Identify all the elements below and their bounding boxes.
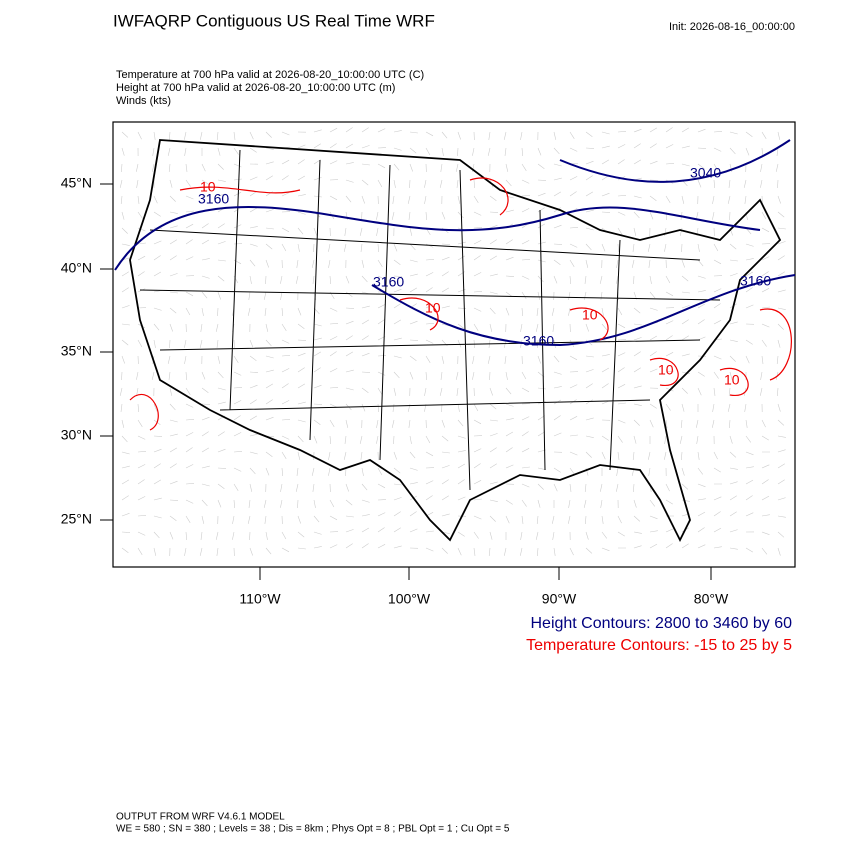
lon-label: 100°W xyxy=(388,591,431,607)
map: 3160 3160 3160 3160 3040 10 10 10 10 10 … xyxy=(61,121,796,607)
height-legend: Height Contours: 2800 to 3460 by 60 xyxy=(530,615,792,632)
init-time: Init: 2026-08-16_00:00:00 xyxy=(669,21,795,33)
temperature-label: 10 xyxy=(425,300,441,316)
lat-label: 40°N xyxy=(61,260,92,276)
lat-label: 35°N xyxy=(61,343,92,359)
temperature-label: 10 xyxy=(724,372,740,388)
lat-label: 25°N xyxy=(61,511,92,527)
field-line: Height at 700 hPa valid at 2026-08-20_10… xyxy=(116,82,395,94)
wind-barb-field xyxy=(119,127,786,557)
wind-barbs xyxy=(119,127,786,557)
lon-label: 110°W xyxy=(239,591,281,607)
footer-settings: WE = 580 ; SN = 380 ; Levels = 38 ; Dis … xyxy=(116,824,510,835)
lat-label: 45°N xyxy=(61,175,92,191)
field-line: Winds (kts) xyxy=(116,95,171,107)
temperature-label: 10 xyxy=(582,307,598,323)
height-label: 3160 xyxy=(740,273,771,289)
lon-label: 80°W xyxy=(694,591,729,607)
lat-label: 30°N xyxy=(61,427,92,443)
height-label: 3160 xyxy=(198,191,229,207)
footer-model: OUTPUT FROM WRF V4.6.1 MODEL xyxy=(116,812,285,823)
lon-label: 90°W xyxy=(542,591,577,607)
title: IWFAQRP Contiguous US Real Time WRF xyxy=(113,11,435,30)
coastline xyxy=(129,139,782,543)
temperature-label: 10 xyxy=(658,362,674,378)
temperature-legend: Temperature Contours: -15 to 25 by 5 xyxy=(526,637,792,654)
ticks xyxy=(100,183,712,580)
height-labels: 3160 3160 3160 3160 3040 xyxy=(198,165,771,349)
temperature-labels: 10 10 10 10 10 xyxy=(200,179,740,388)
height-label: 3160 xyxy=(373,274,404,290)
field-line: Temperature at 700 hPa valid at 2026-08-… xyxy=(116,69,424,81)
height-label: 3040 xyxy=(690,165,721,181)
height-contours xyxy=(114,139,796,347)
temperature-contours xyxy=(129,177,792,431)
height-label: 3160 xyxy=(523,333,554,349)
temperature-label: 10 xyxy=(200,179,216,195)
